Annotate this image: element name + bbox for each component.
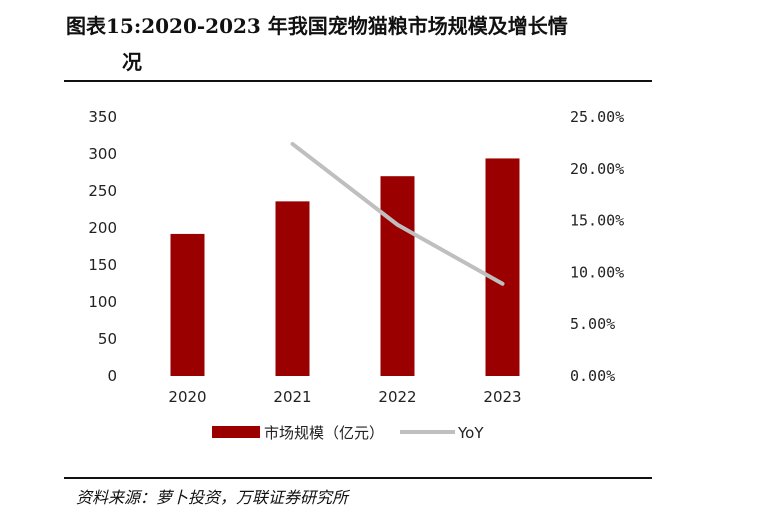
- y-left-tick-label: 50: [98, 330, 117, 348]
- legend-line-label: YoY: [457, 424, 484, 442]
- y-axis-left: 0 50 100 150 200 250 300 350: [88, 108, 117, 385]
- chart-title-line1: 图表15:2020-2023 年我国宠物猫粮市场规模及增长情: [66, 14, 568, 38]
- bar-2021: [275, 201, 310, 376]
- y-right-tick-label: 5.00%: [570, 315, 615, 333]
- y-right-tick-label: 20.00%: [570, 160, 624, 178]
- yoy-line: [290, 141, 505, 286]
- y-left-tick-label: 0: [107, 367, 117, 385]
- bottom-divider: [64, 477, 652, 479]
- chart-title: 图表15:2020-2023 年我国宠物猫粮市场规模及增长情 况: [66, 8, 666, 80]
- chart-canvas: 0 50 100 150 200 250 300 350 0.00% 5.00% 10.00% 15…: [88, 108, 624, 442]
- y-right-tick-label: 15.00%: [570, 212, 624, 230]
- y-right-tick-label: 0.00%: [570, 367, 615, 385]
- y-right-tick-label: 25.00%: [570, 108, 624, 126]
- bar-2022: [380, 176, 415, 376]
- y-left-tick-label: 100: [88, 293, 117, 311]
- y-left-tick-label: 200: [88, 219, 117, 237]
- source-note: 资料来源：萝卜投资，万联证券研究所: [76, 488, 349, 507]
- chart-title-line2: 况: [122, 50, 142, 74]
- y-right-tick-label: 10.00%: [570, 263, 624, 281]
- y-left-tick-label: 350: [88, 108, 117, 126]
- x-tick-label: 2021: [273, 388, 311, 406]
- yoy-line-series: [290, 141, 505, 286]
- bar-2023: [485, 158, 520, 376]
- legend-bar-label: 市场规模（亿元）: [264, 424, 384, 442]
- top-divider: [64, 80, 652, 82]
- bar-2020: [170, 233, 205, 376]
- legend-bar-swatch: [212, 426, 260, 438]
- y-axis-right: 0.00% 5.00% 10.00% 15.00% 20.00% 25.00%: [570, 108, 624, 385]
- y-left-tick-label: 150: [88, 256, 117, 274]
- x-tick-label: 2020: [168, 388, 206, 406]
- y-left-tick-label: 300: [88, 145, 117, 163]
- x-tick-label: 2023: [483, 388, 521, 406]
- x-tick-label: 2022: [378, 388, 416, 406]
- y-left-tick-label: 250: [88, 182, 117, 200]
- bar-series: [170, 158, 520, 376]
- legend: 市场规模（亿元） YoY: [212, 424, 484, 442]
- x-axis: 2020 2021 2022 2023: [168, 388, 521, 406]
